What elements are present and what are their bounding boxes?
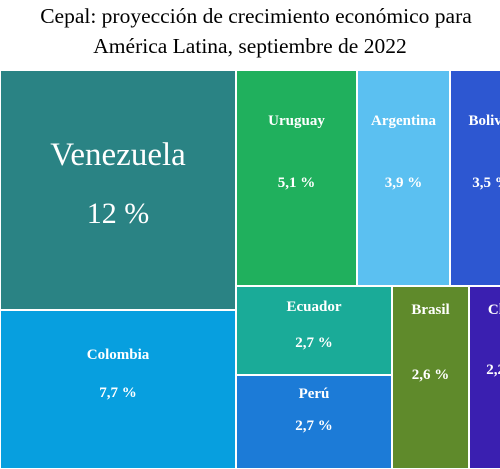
tile-name-label: Ecuador xyxy=(286,299,342,315)
tile-value-label: 2,7 % xyxy=(295,335,333,351)
tile-name-label: Colombia xyxy=(86,347,150,363)
tile-value-label: 2,6 % xyxy=(411,367,450,383)
tile-name-label: Venezuela xyxy=(50,137,186,173)
tile-name-label: Brasil xyxy=(411,302,450,318)
chart-title: Cepal: proyección de crecimiento económi… xyxy=(0,2,500,68)
tile-value-label: 3,9 % xyxy=(384,175,423,191)
tile-value-label: 5,1 % xyxy=(277,175,316,191)
treemap-tile-chile: Chile 2,2 % xyxy=(469,286,500,469)
tile-value-label: 2,2 % xyxy=(486,362,500,378)
tile-name-label: Bolivia xyxy=(468,113,500,129)
tile-name-label: Perú xyxy=(298,386,330,402)
tile-value-label: 3,5 % xyxy=(472,175,500,191)
treemap-tile-ecuador: Ecuador 2,7 % xyxy=(236,286,392,375)
tile-value-label: 2,7 % xyxy=(295,418,333,434)
tile-value-label: 7,7 % xyxy=(99,385,137,401)
tile-value-label: 12 % xyxy=(86,197,150,230)
chart-title-line-2: América Latina, septiembre de 2022 xyxy=(93,34,407,58)
chart-title-line-1: Cepal: proyección de crecimiento económi… xyxy=(40,4,472,28)
treemap-tile-venezuela: Venezuela 12 % xyxy=(0,70,236,310)
treemap-tile-argentina: Argentina 3,9 % xyxy=(357,70,450,286)
treemap-tile-brasil: Brasil 2,6 % xyxy=(392,286,469,469)
treemap-tile-uruguay: Uruguay 5,1 % xyxy=(236,70,357,286)
treemap-tile-colombia: Colombia 7,7 % xyxy=(0,310,236,469)
treemap-tile-bolivia: Bolivia 3,5 % xyxy=(450,70,500,286)
treemap-tile-per-: Perú 2,7 % xyxy=(236,375,392,469)
tile-name-label: Uruguay xyxy=(268,113,325,129)
tile-name-label: Chile xyxy=(487,302,500,318)
tile-name-label: Argentina xyxy=(371,113,436,129)
